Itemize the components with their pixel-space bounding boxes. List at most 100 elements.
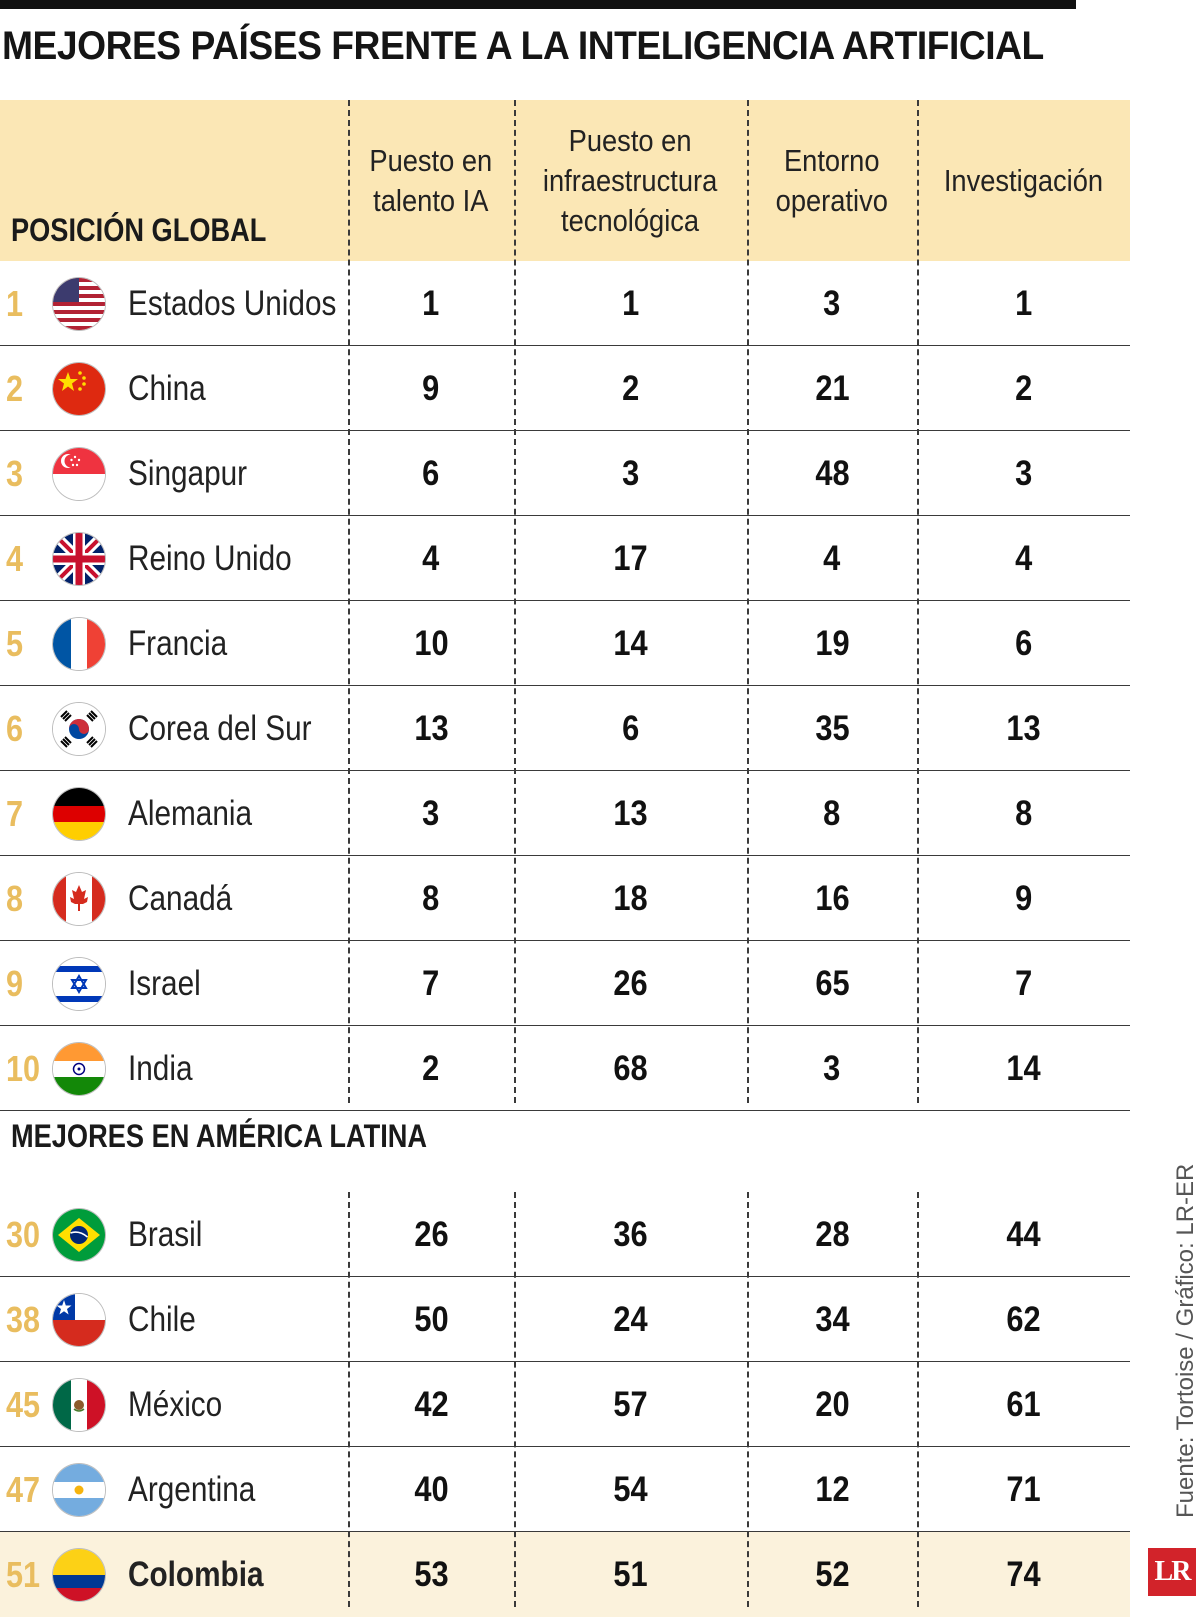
value-research: 7 [1014, 964, 1033, 1003]
singapore-flag-icon [53, 448, 105, 500]
source-credit: Fuente: Tortoise / Gráfico: LR-ER [1172, 1163, 1199, 1518]
value-talent: 1 [422, 284, 440, 323]
value-infrastructure: 3 [621, 454, 640, 493]
column-divider [348, 100, 350, 1103]
table-row: 6 Corea del Sur 13 6 35 13 [0, 686, 1130, 771]
value-research: 62 [1006, 1300, 1041, 1339]
table-row: 51 Colombia 53 51 52 74 [0, 1532, 1130, 1617]
table-row: 2 China 9 2 21 2 [0, 346, 1130, 431]
country-name: Chile [128, 1300, 196, 1339]
rank-label: 3 [6, 453, 24, 494]
latam-section-title: MEJORES EN AMÉRICA LATINA [11, 1118, 428, 1154]
column-divider [747, 1192, 749, 1607]
value-infrastructure: 6 [621, 709, 640, 748]
value-research: 1 [1014, 284, 1033, 323]
argentina-flag-icon [53, 1464, 105, 1516]
colombia-flag-icon [53, 1549, 105, 1601]
rank-label: 1 [6, 283, 24, 324]
rank-label: 7 [6, 793, 24, 834]
value-research: 6 [1014, 624, 1033, 663]
value-research: 61 [1006, 1385, 1041, 1424]
table-row: 45 México 42 57 20 61 [0, 1362, 1130, 1447]
chile-flag-icon [53, 1294, 105, 1346]
south-korea-flag-icon [53, 703, 105, 755]
value-environment: 20 [814, 1385, 850, 1424]
country-name: India [128, 1049, 193, 1088]
value-research: 13 [1006, 709, 1041, 748]
table-row: 4 Reino Unido 4 17 4 4 [0, 516, 1130, 601]
value-environment: 35 [814, 709, 850, 748]
value-infrastructure: 13 [613, 794, 648, 833]
position-global-label: POSICIÓN GLOBAL [11, 212, 267, 248]
value-research: 44 [1006, 1215, 1041, 1254]
value-environment: 19 [814, 624, 850, 663]
table-row: 1 Estados Unidos 1 1 3 1 [0, 261, 1130, 346]
value-research: 14 [1006, 1049, 1041, 1088]
value-talent: 53 [413, 1555, 449, 1594]
rank-label: 9 [6, 963, 24, 1004]
israel-flag-icon [53, 958, 105, 1010]
uk-flag-icon [53, 533, 105, 585]
rank-label: 4 [6, 538, 24, 579]
value-environment: 3 [823, 284, 841, 323]
lr-logo: LR [1148, 1548, 1196, 1596]
value-environment: 3 [823, 1049, 841, 1088]
country-name: Argentina [128, 1470, 256, 1509]
country-name: Israel [128, 964, 201, 1003]
table-row: 10 India 2 68 3 14 [0, 1026, 1130, 1111]
value-talent: 40 [413, 1470, 449, 1509]
column-divider [514, 100, 516, 1103]
table-row: 8 Canadá 8 18 16 9 [0, 856, 1130, 941]
rank-label: 47 [6, 1469, 41, 1510]
value-talent: 3 [422, 794, 440, 833]
brazil-flag-icon [53, 1209, 105, 1261]
country-name: Corea del Sur [128, 709, 312, 748]
value-talent: 9 [422, 369, 440, 408]
value-environment: 28 [814, 1215, 850, 1254]
column-divider [917, 1192, 919, 1607]
value-talent: 8 [422, 879, 440, 918]
country-name: México [128, 1385, 223, 1424]
country-name: Brasil [128, 1215, 203, 1254]
value-infrastructure: 17 [613, 539, 648, 578]
value-infrastructure: 51 [613, 1555, 648, 1594]
rank-label: 45 [6, 1384, 41, 1425]
value-infrastructure: 2 [621, 369, 640, 408]
value-environment: 48 [814, 454, 850, 493]
value-environment: 34 [814, 1300, 850, 1339]
value-environment: 52 [814, 1555, 850, 1594]
table-row: 47 Argentina 40 54 12 71 [0, 1447, 1130, 1532]
value-research: 3 [1014, 454, 1033, 493]
country-name: Canadá [128, 879, 233, 918]
column-header-environment: Entorno operativo [775, 142, 889, 218]
value-environment: 16 [814, 879, 850, 918]
mexico-flag-icon [53, 1379, 105, 1431]
value-environment: 21 [814, 369, 850, 408]
canada-flag-icon [53, 873, 105, 925]
value-talent: 13 [413, 709, 449, 748]
table-row: 9 Israel 7 26 65 7 [0, 941, 1130, 1026]
table-row: 3 Singapur 6 3 48 3 [0, 431, 1130, 516]
value-talent: 26 [413, 1215, 449, 1254]
value-infrastructure: 68 [613, 1049, 648, 1088]
value-research: 9 [1014, 879, 1033, 918]
value-talent: 10 [413, 624, 449, 663]
chart-title: MEJORES PAÍSES FRENTE A LA INTELIGENCIA … [2, 24, 1044, 68]
value-talent: 4 [422, 539, 440, 578]
value-environment: 12 [814, 1470, 850, 1509]
usa-flag-icon [53, 278, 105, 330]
value-research: 71 [1006, 1470, 1041, 1509]
germany-flag-icon [53, 788, 105, 840]
column-divider [747, 100, 749, 1103]
value-research: 8 [1014, 794, 1033, 833]
value-research: 2 [1014, 369, 1033, 408]
column-header-infrastructure: Puesto en infraestructura tecnológica [543, 122, 718, 238]
rank-label: 6 [6, 708, 24, 749]
column-divider [514, 1192, 516, 1607]
value-environment: 4 [823, 539, 841, 578]
value-infrastructure: 54 [613, 1470, 648, 1509]
rank-label: 8 [6, 878, 24, 919]
country-name: Reino Unido [128, 539, 292, 578]
value-infrastructure: 57 [613, 1385, 648, 1424]
country-name: Francia [128, 624, 228, 663]
